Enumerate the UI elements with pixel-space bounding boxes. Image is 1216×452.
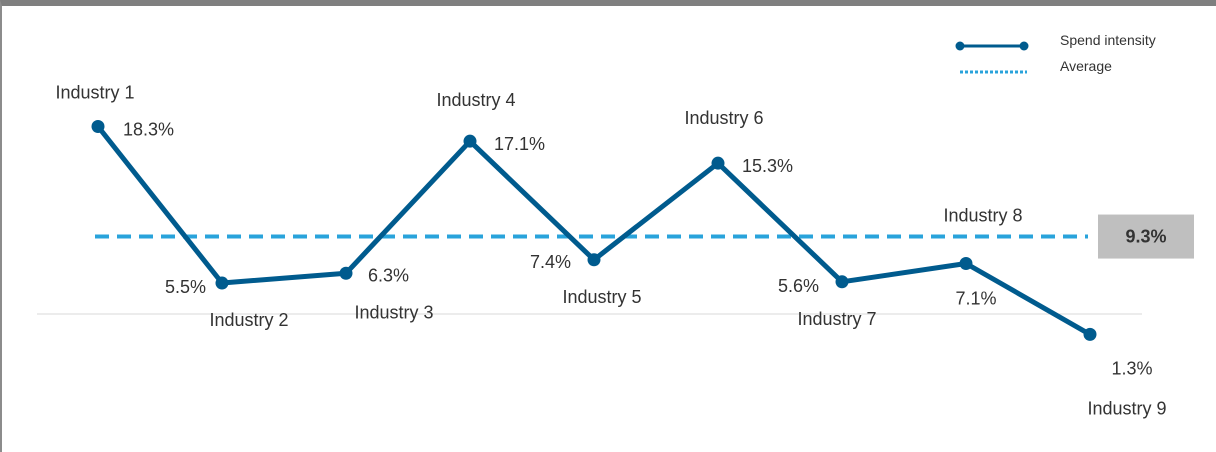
category-label: Industry 9 <box>1087 398 1166 418</box>
average-layer: 9.3% <box>95 214 1194 259</box>
average-value-label: 9.3% <box>1125 227 1166 247</box>
data-value-label: 1.3% <box>1111 358 1152 378</box>
data-point <box>1083 327 1097 341</box>
legend-average-label: Average <box>1060 58 1112 74</box>
data-point <box>91 119 105 133</box>
data-labels: 18.3% Industry 1 5.5%Industry 2 6.3% Industr… <box>55 82 1166 418</box>
data-value-label: 6.3% <box>368 265 409 285</box>
data-point <box>463 134 477 148</box>
category-label: Industry 7 <box>797 309 876 329</box>
data-point <box>711 156 725 170</box>
data-value-label: 7.4% <box>530 252 571 272</box>
data-points <box>91 119 1097 341</box>
legend-series-marker <box>1019 41 1029 51</box>
legend-series-label: Spend intensity <box>1060 32 1156 48</box>
legend-series-marker <box>955 41 965 51</box>
category-label: Industry 1 <box>55 82 134 102</box>
data-point <box>339 266 353 280</box>
data-point <box>835 275 849 289</box>
spend-intensity-chart: 9.3% 18.3% Industry 1 5.5%Industry 2 6.3% In… <box>37 32 1194 418</box>
average-badge <box>1098 214 1194 259</box>
category-label: Industry 2 <box>209 310 288 330</box>
data-value-label: 18.3% <box>123 119 174 139</box>
category-label: Industry 8 <box>943 205 1022 225</box>
category-label: Industry 6 <box>684 108 763 128</box>
data-point <box>587 253 601 267</box>
category-label: Industry 4 <box>436 90 515 110</box>
category-label: Industry 5 <box>562 287 641 307</box>
data-point <box>959 256 973 270</box>
category-label: Industry 3 <box>354 302 433 322</box>
data-point <box>215 276 229 290</box>
data-value-label: 5.6% <box>778 276 819 296</box>
data-value-label: 15.3% <box>742 156 793 176</box>
legend: Spend intensity Average <box>955 32 1156 74</box>
data-value-label: 7.1% <box>955 288 996 308</box>
data-value-label: 5.5% <box>165 277 206 297</box>
data-value-label: 17.1% <box>494 134 545 154</box>
